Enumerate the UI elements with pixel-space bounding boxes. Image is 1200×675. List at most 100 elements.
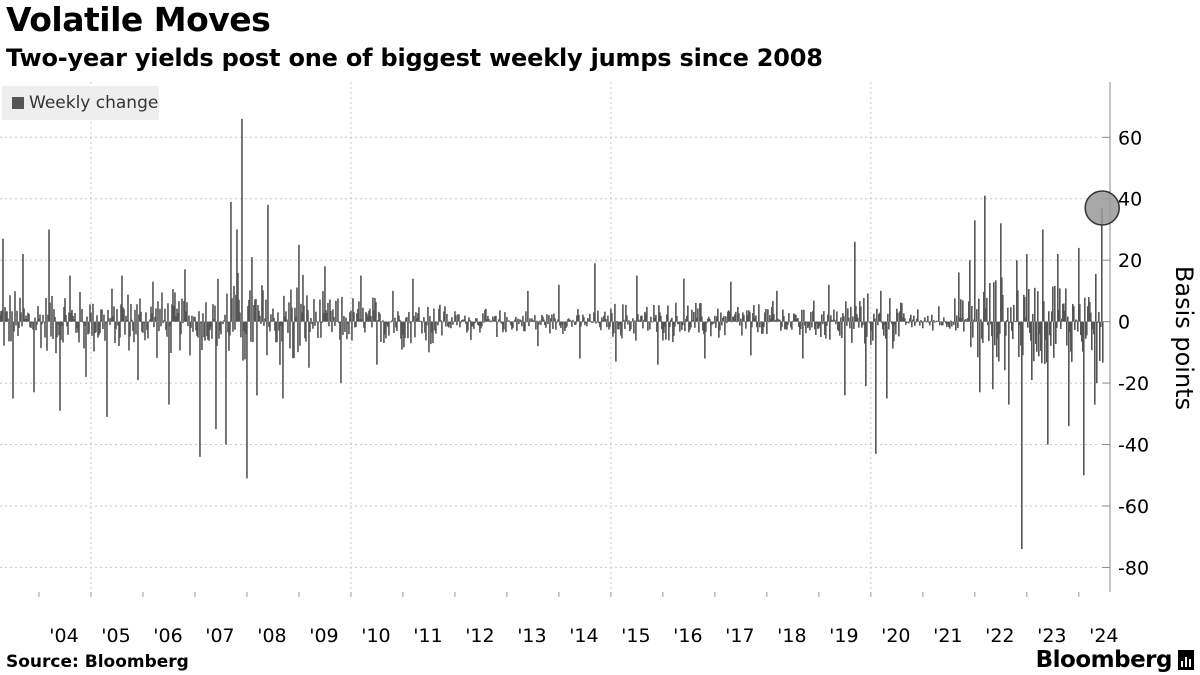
- bar: [746, 310, 748, 322]
- bar: [738, 313, 740, 322]
- bar: [80, 320, 82, 322]
- bar: [261, 285, 263, 322]
- bar: [775, 319, 777, 322]
- bar: [647, 321, 649, 331]
- bar: [175, 316, 177, 322]
- bar: [392, 290, 394, 322]
- bar: [700, 302, 702, 322]
- bar: [18, 321, 20, 329]
- bar: [824, 321, 826, 336]
- bar: [267, 204, 269, 322]
- bar: [233, 285, 235, 322]
- bar: [854, 241, 856, 322]
- bar: [60, 321, 62, 340]
- bar: [964, 319, 966, 322]
- bar: [977, 321, 979, 358]
- bar: [54, 317, 56, 322]
- bar: [276, 321, 278, 343]
- bar: [190, 321, 192, 328]
- bar: [39, 314, 41, 322]
- bar: [758, 304, 760, 322]
- bar: [637, 314, 639, 322]
- bar: [454, 311, 456, 322]
- bar: [1078, 247, 1080, 322]
- x-tick-label: '04: [49, 625, 78, 647]
- bar: [1005, 321, 1007, 336]
- bar: [1068, 321, 1070, 427]
- bar: [1049, 321, 1051, 336]
- bar: [815, 321, 817, 335]
- bar: [607, 315, 609, 322]
- bar: [1001, 277, 1003, 322]
- bar: [945, 321, 947, 324]
- x-tick-label: '10: [361, 625, 390, 647]
- bar: [400, 321, 402, 339]
- bar: [417, 313, 419, 322]
- bar: [78, 321, 80, 343]
- bar: [634, 320, 636, 322]
- bar: [36, 321, 38, 325]
- bar: [148, 321, 150, 323]
- bar: [654, 317, 656, 322]
- bar: [402, 321, 404, 336]
- bar: [976, 309, 978, 322]
- bar: [505, 321, 507, 333]
- bar: [1029, 321, 1031, 333]
- bar: [866, 321, 868, 337]
- bar: [51, 295, 53, 322]
- bar: [97, 321, 99, 338]
- bar: [226, 293, 228, 322]
- bar: [603, 315, 605, 322]
- bar: [336, 321, 338, 322]
- bar: [989, 283, 991, 322]
- bar: [350, 310, 352, 322]
- bar: [462, 319, 464, 322]
- bar: [783, 316, 785, 322]
- bar: [129, 321, 131, 337]
- bar: [330, 310, 332, 322]
- bar: [721, 321, 723, 326]
- bar: [89, 304, 91, 322]
- bar: [1035, 321, 1037, 344]
- bar: [988, 321, 990, 342]
- bar: [887, 313, 889, 322]
- bar: [453, 321, 455, 323]
- bar: [851, 321, 853, 343]
- bar: [808, 321, 810, 327]
- bar: [1060, 321, 1062, 329]
- bar: [527, 290, 529, 322]
- bar: [979, 321, 981, 393]
- bar: [275, 321, 277, 343]
- bar: [697, 308, 699, 322]
- bar: [791, 321, 793, 330]
- bar: [912, 319, 914, 322]
- bar: [840, 317, 842, 322]
- bar: [140, 311, 142, 322]
- bar: [943, 317, 945, 322]
- bar: [669, 321, 671, 328]
- bar: [403, 321, 405, 348]
- highlight-marker: [1084, 190, 1120, 226]
- bar: [736, 321, 738, 323]
- bar: [568, 318, 570, 322]
- bar: [50, 321, 52, 337]
- bar: [818, 321, 820, 329]
- bar: [508, 320, 510, 322]
- bar: [631, 321, 633, 323]
- bar: [694, 321, 696, 328]
- bar: [917, 309, 919, 322]
- bar: [766, 321, 768, 335]
- bar: [43, 321, 45, 323]
- bar: [877, 321, 879, 326]
- bar: [135, 321, 137, 335]
- bar: [757, 321, 759, 333]
- bar: [870, 321, 872, 345]
- bar: [328, 321, 330, 327]
- bar: [540, 321, 542, 325]
- bar: [1047, 321, 1049, 445]
- bar: [985, 308, 987, 322]
- bar: [491, 320, 493, 322]
- bar: [681, 321, 683, 330]
- bar: [359, 319, 361, 322]
- bar: [646, 306, 648, 322]
